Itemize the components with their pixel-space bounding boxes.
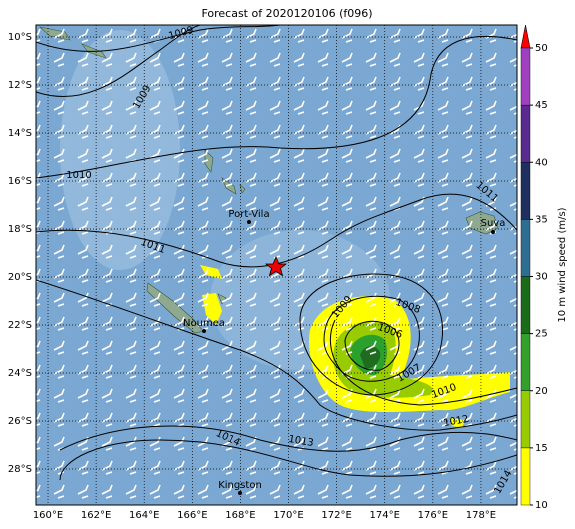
lon-label: 170°E	[273, 510, 303, 521]
colorbar-tick-label: 40	[535, 157, 548, 168]
contour-label: 1010	[66, 170, 91, 181]
lon-label: 160°E	[33, 510, 63, 521]
lat-label: 10°S	[8, 32, 32, 43]
colorbar-bin	[520, 276, 531, 334]
isobars	[36, 25, 517, 481]
colorbar-label: 10 m wind speed (m/s)	[557, 207, 568, 322]
lat-label: 26°S	[8, 416, 32, 427]
lon-label: 178°E	[466, 510, 496, 521]
lat-label: 16°S	[8, 176, 32, 187]
colorbar-bin	[520, 47, 531, 106]
lat-label: 14°S	[8, 128, 32, 139]
map-title: Forecast of 2020120106 (f096)	[201, 7, 372, 20]
colorbar-tick-label: 35	[535, 214, 548, 225]
lat-label: 18°S	[8, 224, 32, 235]
colorbar-tick-label: 15	[535, 443, 548, 454]
place-dot	[202, 329, 206, 333]
place-label: Port-Vila	[228, 209, 269, 220]
colorbar-tick-label: 50	[535, 43, 548, 54]
lon-label: 162°E	[81, 510, 111, 521]
lat-label: 20°S	[8, 272, 32, 283]
lon-label: 176°E	[418, 510, 448, 521]
colorbar-bin	[520, 333, 531, 391]
lon-label: 168°E	[225, 510, 255, 521]
contour-label: 1012	[443, 414, 470, 429]
graticule	[36, 25, 517, 505]
lon-label: 172°E	[321, 510, 351, 521]
lon-label: 164°E	[129, 510, 159, 521]
lat-label: 24°S	[8, 368, 32, 379]
storm-center	[264, 255, 288, 277]
colorbar	[520, 24, 531, 49]
map-area	[36, 25, 517, 505]
place-dot	[238, 491, 242, 495]
place-dot	[247, 220, 251, 224]
lat-label: 12°S	[8, 80, 32, 91]
colorbar-tick-label: 45	[535, 100, 548, 111]
colorbar-tick-label: 30	[535, 272, 548, 283]
colorbar-tick-label: 25	[535, 329, 548, 340]
colorbar-bin	[520, 162, 531, 220]
colorbar-tick-label: 10	[535, 500, 548, 511]
colorbar-tick-label: 20	[535, 386, 548, 397]
place-label: Kingston	[218, 480, 262, 491]
map-frame	[35, 24, 518, 506]
lat-label: 22°S	[8, 320, 32, 331]
colorbar-bin	[520, 447, 531, 506]
place-label: Noumea	[183, 318, 225, 329]
lon-label: 174°E	[370, 510, 400, 521]
lat-label: 28°S	[8, 464, 32, 475]
place-dot	[491, 230, 495, 234]
contour-label: 1013	[287, 434, 314, 449]
colorbar-extend	[520, 24, 531, 49]
lon-label: 166°E	[177, 510, 207, 521]
colorbar-bin	[520, 104, 531, 163]
place-label: Suva	[481, 218, 506, 229]
colorbar-bin	[520, 390, 531, 449]
colorbar-bin	[520, 219, 531, 277]
